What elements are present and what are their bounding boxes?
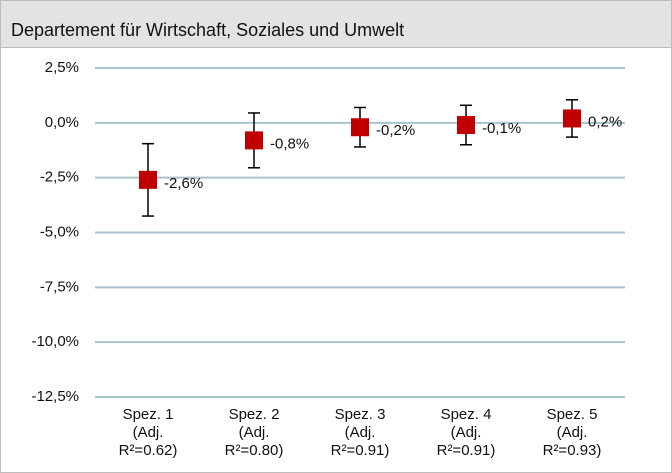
- marker: [563, 109, 581, 128]
- x-tick-label: (Adj.: [451, 424, 482, 441]
- x-tick-label: Spez. 1: [123, 406, 174, 423]
- y-tick-label: 2,5%: [45, 59, 79, 76]
- x-tick-label: (Adj.: [557, 424, 588, 441]
- x-tick-label: Spez. 3: [335, 406, 386, 423]
- x-tick-label: Spez. 5: [547, 406, 598, 423]
- y-tick-label: -12,5%: [31, 388, 79, 405]
- marker: [139, 170, 157, 189]
- y-tick-label: -2,5%: [40, 169, 79, 186]
- y-tick-label: -5,0%: [40, 223, 79, 240]
- x-tick-label: (Adj.: [133, 424, 164, 441]
- y-tick-label: -10,0%: [31, 333, 79, 350]
- marker: [245, 131, 263, 150]
- value-label: -0,1%: [482, 120, 521, 137]
- x-tick-label: R²=0.62): [119, 442, 178, 459]
- marker: [457, 116, 475, 135]
- x-tick-label: R²=0.91): [437, 442, 496, 459]
- chart-title: Departement für Wirtschaft, Soziales und…: [1, 1, 671, 48]
- x-tick-label: Spez. 2: [229, 406, 280, 423]
- value-label: 0,2%: [588, 113, 622, 130]
- x-tick-label: (Adj.: [239, 424, 270, 441]
- x-tick-label: R²=0.80): [225, 442, 284, 459]
- y-tick-label: 0,0%: [45, 114, 79, 131]
- marker: [351, 118, 369, 137]
- value-label: -0,8%: [270, 135, 309, 152]
- x-tick-label: Spez. 4: [441, 406, 492, 423]
- x-tick-label: R²=0.93): [543, 442, 602, 459]
- x-tick-label: (Adj.: [345, 424, 376, 441]
- value-label: -0,2%: [376, 122, 415, 139]
- chart: 2,5% 0,0% -2,5% -5,0% -7,5% -10,0% -12,5% Spez.…: [31, 59, 625, 459]
- x-tick-label: R²=0.91): [331, 442, 390, 459]
- y-tick-label: -7,5%: [40, 278, 79, 295]
- value-label: -2,6%: [164, 175, 203, 192]
